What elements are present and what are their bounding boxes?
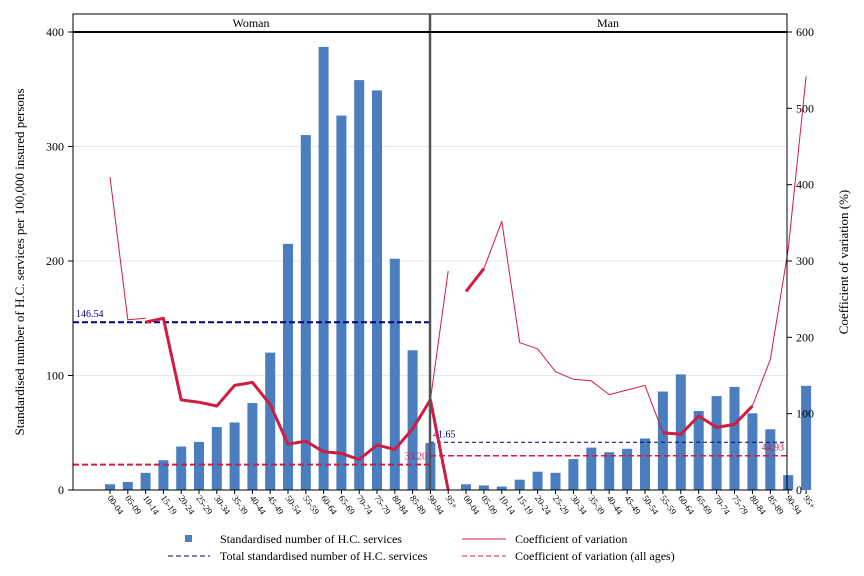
bar [478,485,489,490]
bar [622,448,633,490]
y-right-tick-label: 500 [796,101,814,115]
y-left-tick-label: 300 [46,140,64,154]
bar [657,391,668,490]
bar [496,486,507,490]
bar [283,243,293,490]
cv-bold-line [662,404,754,436]
bar [300,135,311,491]
cv-bold-line [464,267,486,293]
y-right-tick-label: 100 [796,407,814,421]
bar [532,471,543,490]
cv-all-reference-label: 33.20 [405,452,428,463]
bar [604,452,615,490]
bar [354,80,365,490]
y-axis-left-label: Standardised number of H.C. services per… [12,89,27,436]
bar [229,422,240,490]
bar [514,479,525,490]
axis-layer: 0 100 200 300 400 0 100 200 300 400 500 600 [46,25,814,497]
y-left-tick-label: 200 [46,254,64,268]
bar [140,472,151,490]
bar [265,352,276,490]
cv-thin-line [429,270,449,400]
bar [122,481,133,490]
y-right-tick-label: 600 [796,25,814,39]
bar [389,258,400,490]
bar [586,447,597,490]
total-reference-label: 146.54 [76,309,104,320]
bar [711,396,722,490]
bar [372,90,382,491]
cv-all-reference-label: 44.93 [762,443,785,454]
bar [461,484,471,490]
legend-total-label: Total standardised number of H.C. servic… [220,549,428,563]
y-left-tick-label: 0 [58,483,64,497]
bar [568,459,579,490]
y-left-tick-label: 400 [46,25,64,39]
cv-line-layer [109,76,807,491]
cv-thin-line [483,220,664,433]
panel-title-woman: Woman [232,16,269,30]
bar [211,427,222,490]
bar [550,472,561,490]
bar [765,429,776,490]
cv-thin-line [109,176,146,321]
y-left-tick-label: 100 [46,369,64,383]
bar [747,413,758,490]
bar [336,115,347,491]
y-right-tick-label: 300 [796,254,814,268]
cv-thin-line [751,76,807,407]
panel-title-man: Man [597,16,619,30]
bar [105,484,115,490]
legend-cv-label: Coefficient of variation [515,532,627,546]
bar [693,410,704,490]
bar [640,438,650,490]
bar [176,446,187,490]
y-right-tick-label: 400 [796,178,814,192]
bar [729,386,740,490]
total-reference-label: 41.65 [433,429,456,440]
bar [318,46,329,490]
bar [158,460,169,490]
cv-bold-line [145,316,450,491]
reference-line-layer: 146.54 33.20 41.65 44.93 [73,309,787,466]
bar [247,402,258,490]
bar [194,441,204,490]
y-right-tick-label: 0 [796,483,802,497]
legend-bars-label: Standardised number of H.C. services [220,532,402,546]
bar [407,350,418,490]
y-axis-right-label: Coefficient of variation (%) [836,190,851,335]
legend-cv-all-label: Coefficient of variation (all ages) [515,549,675,563]
legend: Standardised number of H.C. services Tot… [168,532,675,563]
bar [801,385,812,490]
y-right-tick-label: 200 [796,330,814,344]
bar [783,475,794,490]
legend-bars-swatch [185,535,192,542]
